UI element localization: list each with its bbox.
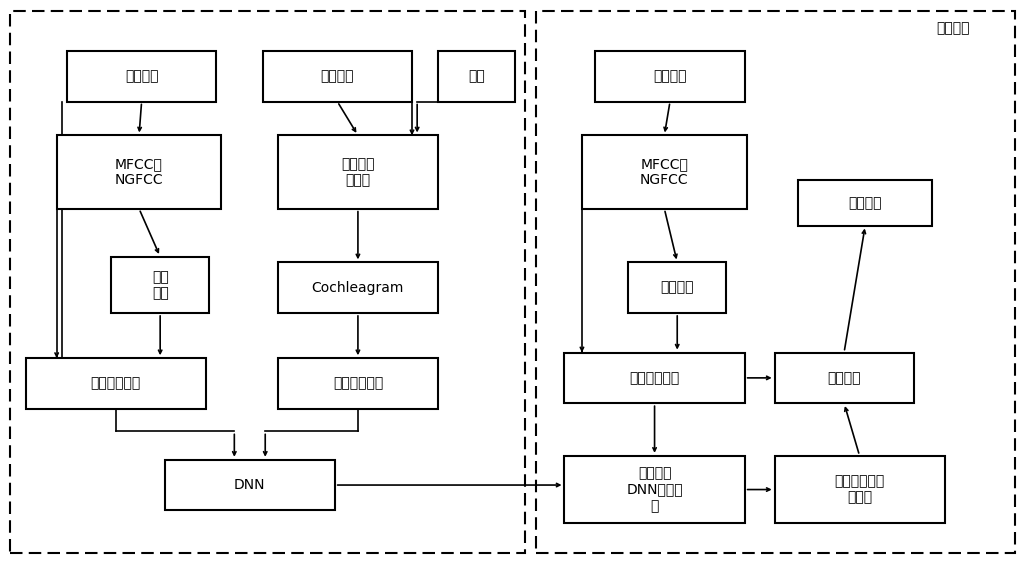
Text: 伽马通滤
波器组: 伽马通滤 波器组	[341, 157, 375, 187]
FancyBboxPatch shape	[582, 135, 747, 209]
FancyBboxPatch shape	[564, 352, 745, 403]
FancyBboxPatch shape	[165, 460, 335, 510]
Text: 纯净语音: 纯净语音	[320, 69, 354, 83]
FancyBboxPatch shape	[564, 456, 745, 523]
Text: 混合特征参数: 混合特征参数	[91, 377, 141, 390]
FancyBboxPatch shape	[775, 352, 914, 403]
Text: 一阶差分: 一阶差分	[660, 281, 694, 294]
Text: 带噪语音: 带噪语音	[125, 69, 159, 83]
Text: 训练好的
DNN网络模
型: 训练好的 DNN网络模 型	[626, 466, 683, 513]
Text: 自适应软掩模: 自适应软掩模	[333, 377, 383, 390]
FancyBboxPatch shape	[263, 51, 412, 102]
FancyBboxPatch shape	[57, 135, 221, 209]
Text: 一阶
差分: 一阶 差分	[151, 270, 169, 300]
FancyBboxPatch shape	[798, 180, 932, 226]
FancyBboxPatch shape	[595, 51, 745, 102]
Text: DNN: DNN	[234, 478, 266, 492]
FancyBboxPatch shape	[628, 262, 726, 313]
Text: 增强语音: 增强语音	[849, 196, 882, 210]
Text: 估计的自适应
软掩模: 估计的自适应 软掩模	[834, 474, 885, 505]
Text: MFCC、
NGFCC: MFCC、 NGFCC	[114, 157, 164, 187]
Text: 测试阶段: 测试阶段	[936, 21, 969, 35]
Text: 混合特征参数: 混合特征参数	[629, 371, 680, 385]
Text: Cochleagram: Cochleagram	[312, 281, 404, 294]
FancyBboxPatch shape	[278, 135, 438, 209]
Text: 带噪语音: 带噪语音	[653, 69, 687, 83]
Text: MFCC、
NGFCC: MFCC、 NGFCC	[640, 157, 689, 187]
Text: 噪声: 噪声	[468, 69, 485, 83]
FancyBboxPatch shape	[278, 358, 438, 409]
Text: 波形合成: 波形合成	[827, 371, 861, 385]
FancyBboxPatch shape	[775, 456, 945, 523]
FancyBboxPatch shape	[438, 51, 515, 102]
FancyBboxPatch shape	[278, 262, 438, 313]
FancyBboxPatch shape	[67, 51, 216, 102]
FancyBboxPatch shape	[111, 257, 209, 313]
FancyBboxPatch shape	[26, 358, 206, 409]
